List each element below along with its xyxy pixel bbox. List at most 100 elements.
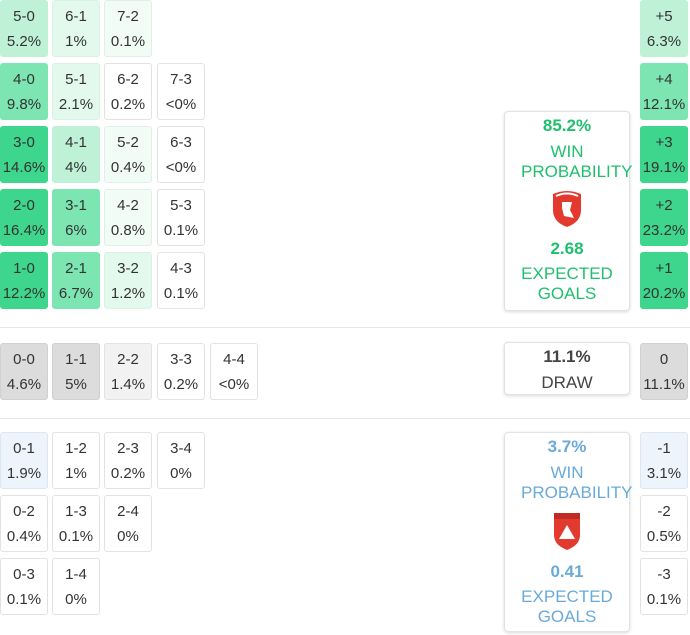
score-cell: 4-4 <0% [210,343,258,400]
score-cell: 0-3 0.1% [0,558,48,615]
score: 2-0 [13,197,35,214]
score: 3-0 [13,134,35,151]
score: 4-0 [13,71,35,88]
score-cell: 3-1 6% [52,189,100,246]
probability: 9.8% [6,96,42,113]
score-cell: 4-3 0.1% [157,252,205,309]
probability: 0.2% [163,376,199,393]
probability: 0.8% [110,222,146,239]
score: 3-3 [170,351,192,368]
score: -1 [657,440,671,457]
score-cell: 0-1 1.9% [0,432,48,489]
margin-cell: 0 11.1% [640,343,688,400]
probability: 0.4% [6,528,42,545]
draw-label: DRAW [541,373,593,392]
margin-cell: -2 0.5% [640,495,688,552]
score-cell: 1-2 1% [52,432,100,489]
score: 6-2 [117,71,139,88]
score-cell: 4-2 0.8% [104,189,152,246]
score-cell: 3-2 1.2% [104,252,152,309]
win-label: WIN PROBABILITY [521,463,633,502]
score-cell: 1-4 0% [52,558,100,615]
score-cell: 6-3 <0% [157,126,205,183]
separator [0,418,690,419]
probability: 0.1% [163,222,199,239]
win-label: WIN PROBABILITY [521,142,633,181]
score: 6-1 [65,8,87,25]
probability: 1.2% [110,285,146,302]
score: 3-1 [65,197,87,214]
probability: 0.4% [110,159,146,176]
score: 7-2 [117,8,139,25]
score: 6-3 [170,134,192,151]
score: 1-2 [65,440,87,457]
score-cell: 5-1 2.1% [52,63,100,120]
margin-cell: -1 3.1% [640,432,688,489]
xg: 0.41 [550,562,584,581]
score-cell: 4-1 4% [52,126,100,183]
score-cell: 5-0 5.2% [0,0,48,57]
probability: 6.3% [646,33,682,50]
probability: 16.4% [2,222,46,239]
margin-cell: +1 20.2% [640,252,688,309]
score-cell: 2-2 1.4% [104,343,152,400]
score: 3-2 [117,260,139,277]
score-cell: 1-1 5% [52,343,100,400]
score-cell: 7-2 0.1% [104,0,152,57]
probability: 1% [65,465,87,482]
away-badge [554,513,580,550]
probability: 1.9% [6,465,42,482]
score-cell: 6-2 0.2% [104,63,152,120]
score-cell: 5-2 0.4% [104,126,152,183]
score-cell: 2-0 16.4% [0,189,48,246]
draw-card: 11.1% DRAW [504,342,630,395]
score-cell: 3-4 0% [157,432,205,489]
margin-cell: +2 23.2% [640,189,688,246]
probability: <0% [165,159,197,176]
probability: 20.2% [642,285,686,302]
margin-cell: +3 19.1% [640,126,688,183]
score: -2 [657,503,671,520]
probability: 0.2% [110,465,146,482]
score: +4 [655,71,673,88]
score: 1-0 [13,260,35,277]
probability: 11.1% [643,376,685,393]
score-cell: 2-3 0.2% [104,432,152,489]
score: 7-3 [170,71,192,88]
probability: 0% [170,465,192,482]
score: 2-2 [117,351,139,368]
score: 0-3 [13,566,35,583]
score: 4-3 [170,260,192,277]
score: +5 [655,8,673,25]
probability: 0.1% [110,33,146,50]
score-cell: 1-3 0.1% [52,495,100,552]
score: 3-4 [170,440,192,457]
probability: 4.6% [6,376,42,393]
score: 5-0 [13,8,35,25]
win-pct: 3.7% [547,437,587,456]
score-cell: 3-0 14.6% [0,126,48,183]
margin-cell: +4 12.1% [640,63,688,120]
score: 1-1 [65,351,87,368]
margin-cell: -3 0.1% [640,558,688,615]
probability: 19.1% [642,159,686,176]
score: 1-3 [65,503,87,520]
score-cell: 2-1 6.7% [52,252,100,309]
probability: 0.1% [6,591,42,608]
separator [0,327,690,328]
win-pct: 85.2% [542,116,592,135]
probability: 2.1% [58,96,94,113]
score: 4-1 [65,134,87,151]
probability: 6% [65,222,87,239]
probability: 1% [65,33,87,50]
score: 0-0 [13,351,35,368]
probability: 0% [117,528,139,545]
xg-label: EXPECTED GOALS [521,264,613,303]
away-card: 3.7% WIN PROBABILITY 0.41 EXPECTED GOALS [504,432,633,632]
score-cell: 5-3 0.1% [157,189,205,246]
score: +3 [655,134,673,151]
probability: 5% [65,376,87,393]
home-badge [553,191,581,227]
score: 4-2 [117,197,139,214]
probability: 5.2% [6,33,42,50]
